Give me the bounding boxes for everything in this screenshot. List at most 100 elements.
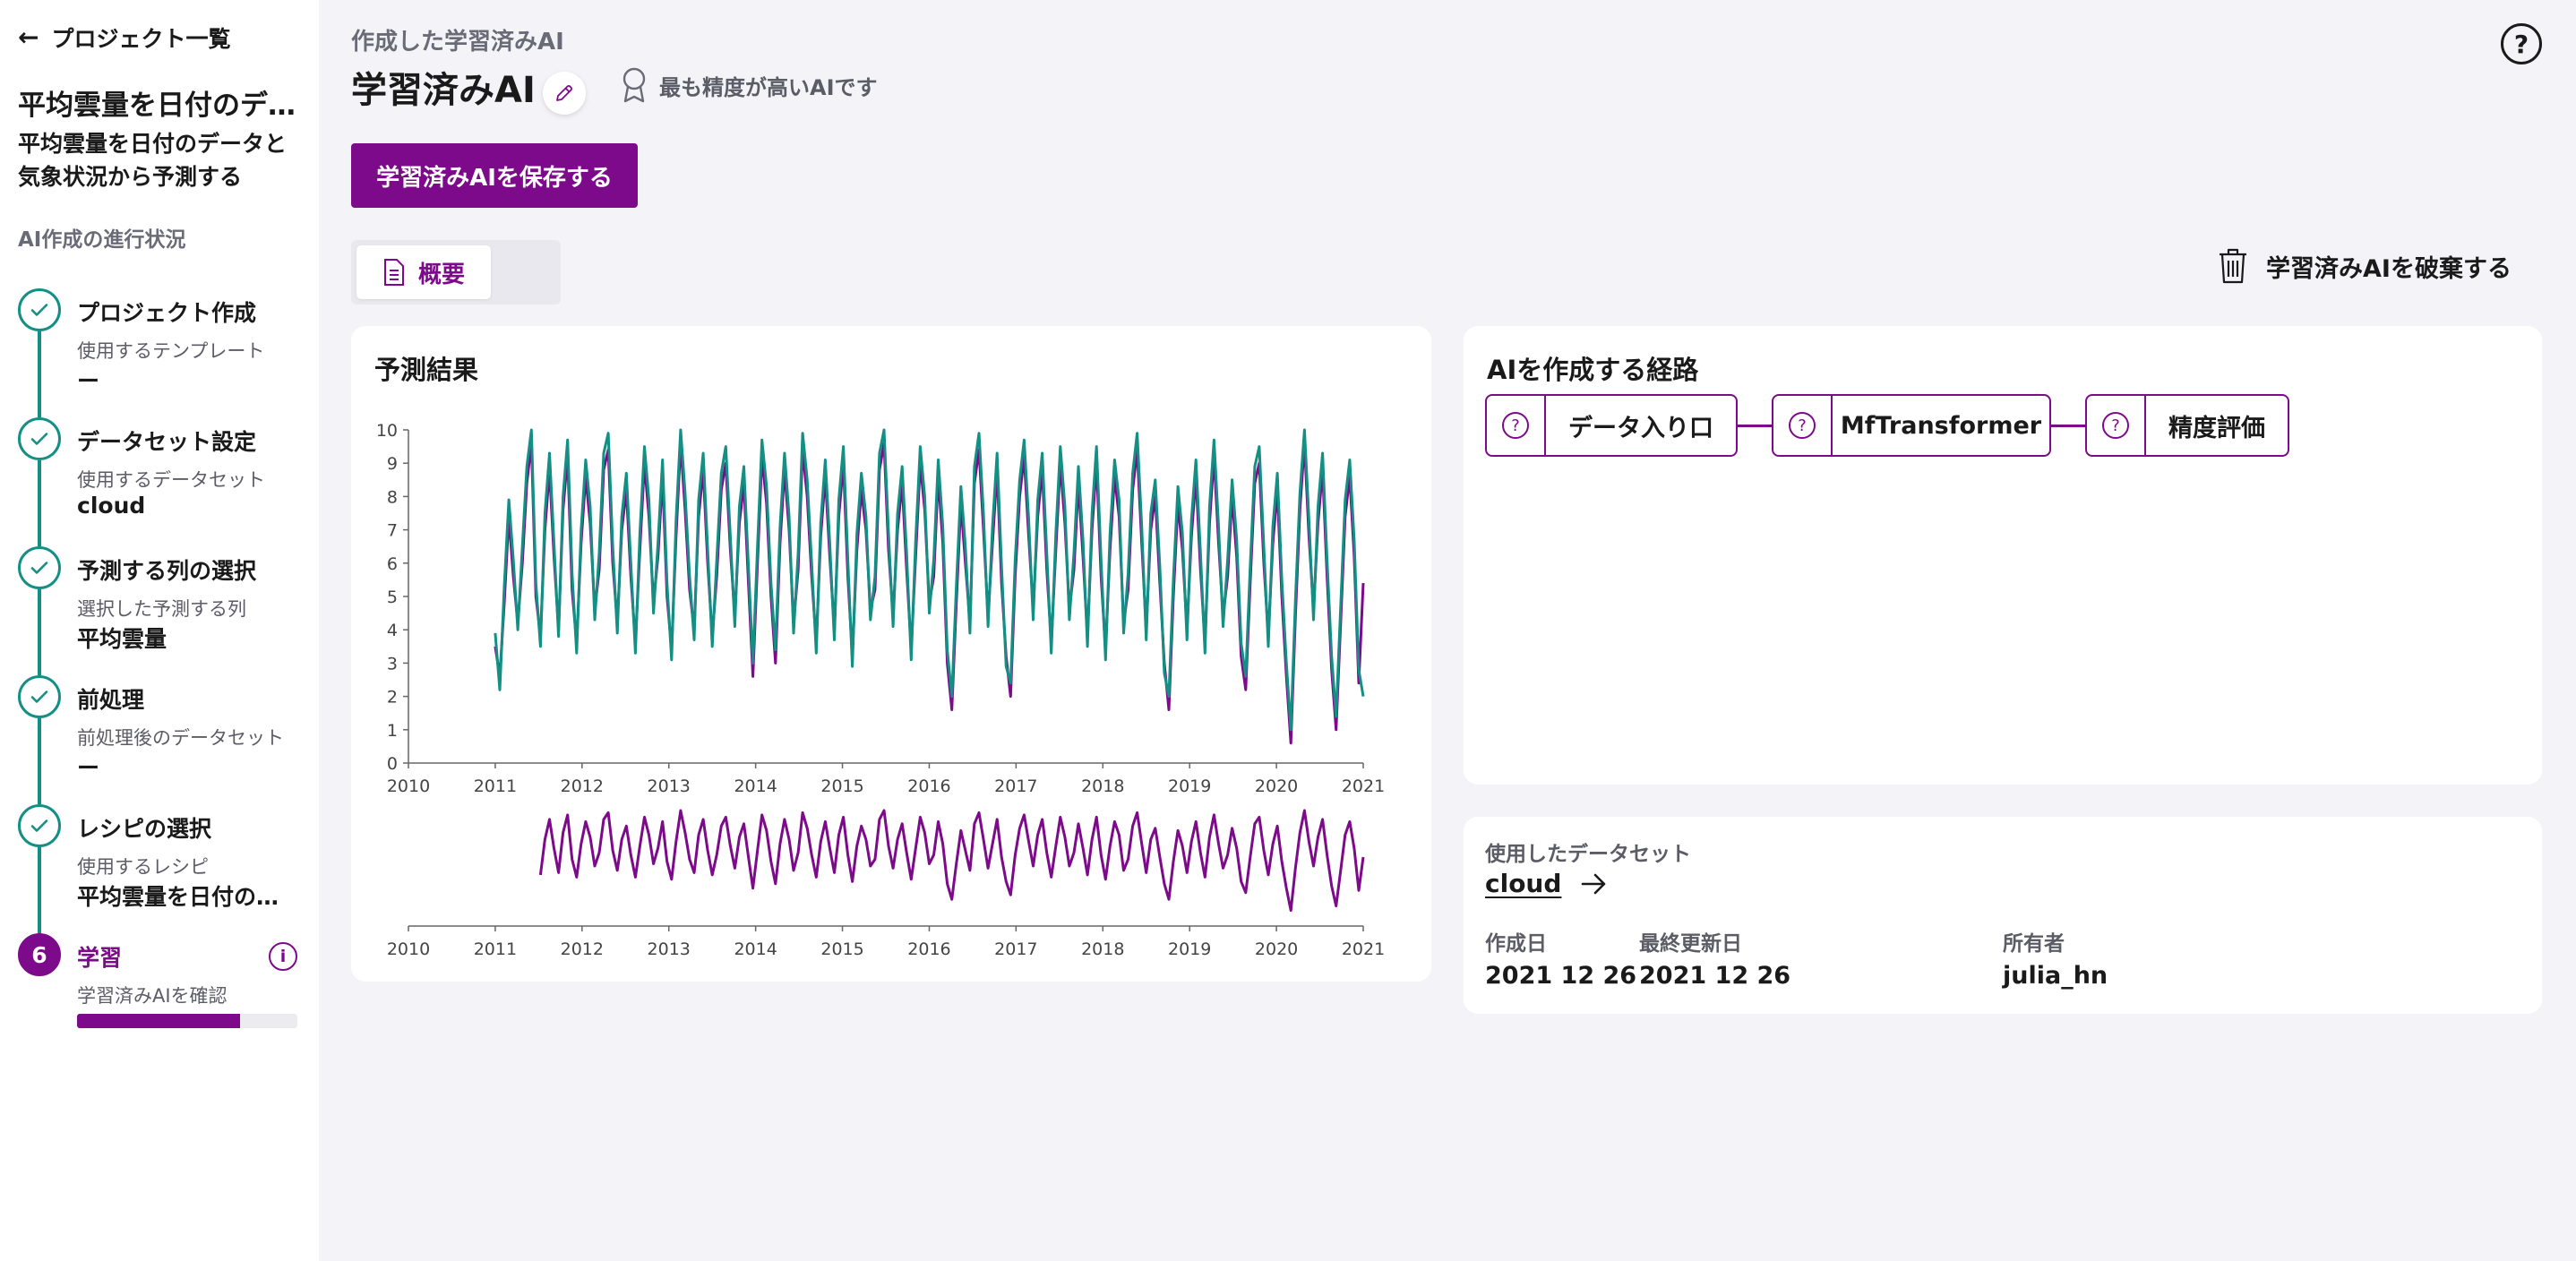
prediction-result-title: 予測結果 <box>374 355 479 385</box>
help-icon: ? <box>2513 29 2529 59</box>
info-icon[interactable]: i <box>269 942 297 971</box>
x-tick-label: 2021 <box>1342 776 1385 796</box>
tab-overview[interactable]: 概要 <box>356 245 491 299</box>
y-tick-label: 1 <box>387 721 398 741</box>
y-tick-label: 3 <box>387 654 398 673</box>
step-connector <box>38 847 41 933</box>
brush-x-tick-label: 2016 <box>907 939 950 959</box>
check-icon <box>18 288 61 331</box>
sidebar: ← プロジェクト一覧 平均雲量を日付のデータと気象状況から予測する 平均雲量を日… <box>0 0 319 1261</box>
x-tick-label: 2012 <box>561 776 604 796</box>
route-connector <box>1738 425 1772 427</box>
x-tick-label: 2017 <box>994 776 1037 796</box>
check-icon <box>18 804 61 847</box>
y-tick-label: 10 <box>376 421 398 441</box>
question-icon[interactable]: ? <box>1502 412 1529 439</box>
pencil-icon <box>556 85 572 101</box>
brush-x-tick-label: 2019 <box>1168 939 1211 959</box>
node-mftransformer[interactable]: ? MfTransformer <box>1772 394 2051 457</box>
step-value: cloud <box>77 493 146 519</box>
step-title: データセット設定 <box>77 429 257 455</box>
route-card: AIを作成する経路 ? データ入り口 ? MfTransformer ? 精度評… <box>1464 326 2542 785</box>
training-progress-fill <box>77 1014 241 1028</box>
step-value: ー <box>77 368 100 394</box>
step-value: 平均雲量 <box>77 626 167 652</box>
question-icon[interactable]: ? <box>1789 412 1816 439</box>
prediction-result-card: 予測結果 0 1 2 3 4 5 6 7 8 9 10 2010 2010 2011 2011 2012 201… <box>351 326 1431 982</box>
x-tick-label: 2014 <box>734 776 777 796</box>
step-subtitle: 選択した予測する列 <box>77 598 246 620</box>
back-to-projects-link[interactable]: ← プロジェクト一覧 <box>18 21 230 54</box>
project-description: 平均雲量を日付のデータと気象状況から予測する <box>18 131 288 190</box>
prediction-chart[interactable]: 0 1 2 3 4 5 6 7 8 9 10 2010 2010 2011 2011 2012 2012 2013… <box>351 326 1431 982</box>
save-model-button[interactable]: 学習済みAIを保存する <box>351 143 638 208</box>
x-tick-label: 2020 <box>1255 776 1298 796</box>
dataset-label: 使用したデータセット <box>1485 843 1691 866</box>
step-connector <box>38 589 41 675</box>
y-tick-label: 5 <box>387 588 398 607</box>
step-title: 前処理 <box>77 687 145 713</box>
x-tick-label: 2010 <box>387 776 430 796</box>
check-icon <box>18 546 61 589</box>
x-tick-label: 2018 <box>1081 776 1124 796</box>
series-line-1 <box>494 428 1365 732</box>
step-connector <box>38 460 41 546</box>
dataset-link[interactable]: cloud <box>1485 869 1608 898</box>
step-connector <box>38 718 41 804</box>
step-subtitle: 使用するデータセット <box>77 469 265 491</box>
node-label: データ入り口 <box>1568 414 1713 442</box>
step-subtitle: 使用するレシピ <box>77 856 209 878</box>
step-title: プロジェクト作成 <box>77 300 257 326</box>
brush-x-tick-label: 2015 <box>820 939 863 959</box>
x-tick-label: 2013 <box>648 776 691 796</box>
brush-x-tick-label: 2017 <box>994 939 1037 959</box>
step-number: 6 <box>18 933 61 976</box>
step-subtitle: 前処理後のデータセット <box>77 727 284 749</box>
owner: 所有者 julia_hn <box>2003 932 2108 990</box>
step-subtitle: 学習済みAIを確認 <box>77 985 228 1007</box>
node-data-input[interactable]: ? データ入り口 <box>1485 394 1738 457</box>
arrow-right-icon <box>1582 873 1606 894</box>
question-icon[interactable]: ? <box>2102 412 2129 439</box>
node-evaluation[interactable]: ? 精度評価 <box>2085 394 2289 457</box>
node-label: 精度評価 <box>2168 414 2265 442</box>
x-tick-label: 2016 <box>907 776 950 796</box>
x-tick-label: 2019 <box>1168 776 1211 796</box>
node-label: MfTransformer <box>1840 411 2042 440</box>
discard-model-button[interactable]: 学習済みAIを破棄する <box>2218 247 2512 285</box>
step-title: 予測する列の選択 <box>77 558 257 584</box>
document-icon <box>383 259 404 286</box>
y-tick-label: 0 <box>387 754 398 774</box>
help-button[interactable]: ? <box>2501 23 2542 64</box>
best-badge-label: 最も精度が高いAIです <box>659 74 878 100</box>
progress-label: AI作成の進行状況 <box>18 228 186 252</box>
y-tick-label: 9 <box>387 454 398 474</box>
back-label: プロジェクト一覧 <box>51 26 231 52</box>
project-title: 平均雲量を日付のデータと気象状況から予測する <box>18 90 301 122</box>
step-title: 学習 <box>77 945 123 971</box>
edit-title-button[interactable] <box>543 72 586 115</box>
brush-series-line <box>538 809 1365 913</box>
brush-x-tick-label: 2010 <box>387 939 430 959</box>
step-title: レシピの選択 <box>77 816 212 842</box>
dataset-card: 使用したデータセット cloud 作成日 2021 12 26 最終更新日 20… <box>1464 817 2542 1014</box>
page-subheader: 作成した学習済みAI <box>351 29 564 56</box>
brush-x-tick-label: 2012 <box>561 939 604 959</box>
created-date: 作成日 2021 12 26 <box>1485 932 1637 990</box>
page-title: 学習済みAI <box>351 70 536 111</box>
award-icon <box>623 67 646 103</box>
brush-x-tick-label: 2011 <box>474 939 517 959</box>
step-value: ー <box>77 755 100 781</box>
step-subtitle: 使用するテンプレート <box>77 340 265 362</box>
brush-x-tick-label: 2014 <box>734 939 777 959</box>
y-tick-label: 8 <box>387 487 398 507</box>
y-tick-label: 2 <box>387 688 398 708</box>
check-icon <box>18 417 61 460</box>
tab-bar: 概要 <box>351 240 561 305</box>
arrow-left-icon: ← <box>18 22 39 52</box>
brush-x-tick-label: 2020 <box>1255 939 1298 959</box>
y-tick-label: 7 <box>387 521 398 541</box>
check-icon <box>18 675 61 718</box>
y-tick-label: 6 <box>387 554 398 574</box>
step-connector <box>38 331 41 417</box>
